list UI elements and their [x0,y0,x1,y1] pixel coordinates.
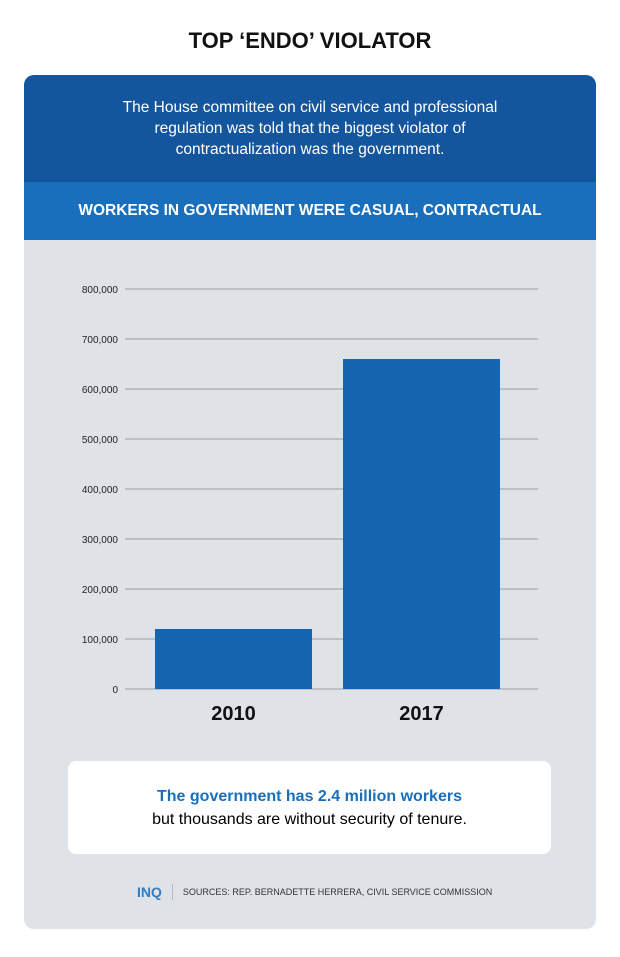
y-tick-label: 300,000 [82,535,119,546]
x-tick-label: 2010 [211,703,256,725]
inq-logo: INQ [137,884,173,900]
x-tick-label: 2017 [399,703,444,725]
card: The House committee on civil service and… [24,75,596,929]
chart-title: WORKERS IN GOVERNMENT WERE CASUAL, CONTR… [24,182,596,240]
y-tick-label: 100,000 [82,635,119,646]
sources: SOURCES: REP. BERNADETTE HERRERA, CIVIL … [182,887,493,897]
y-tick-label: 600,000 [82,385,119,396]
infographic-title: TOP ‘ENDO’ VIOLATOR [188,28,432,53]
y-tick-label: 500,000 [82,435,119,446]
bar-2017 [343,359,500,689]
y-tick-label: 700,000 [82,335,119,346]
note-text: but thousands are without security of te… [152,810,467,828]
bar-chart: 0 100,000 200,000 300,000 400,000 500,000 600,… [82,285,538,725]
bar-2010 [155,629,312,689]
note-highlight: The government has 2.4 million workers [157,787,462,805]
footer: INQ SOURCES: REP. BERNADETTE HERRERA, CI… [137,884,492,900]
y-tick-label: 200,000 [82,585,119,596]
y-tick-label: 0 [112,685,118,696]
intro-header: The House committee on civil service and… [24,75,596,182]
y-tick-label: 800,000 [82,285,119,296]
y-tick-label: 400,000 [82,485,119,496]
note-box: The government has 2.4 million workers b… [68,761,551,854]
intro-text: The House committee on civil service and… [122,99,498,158]
